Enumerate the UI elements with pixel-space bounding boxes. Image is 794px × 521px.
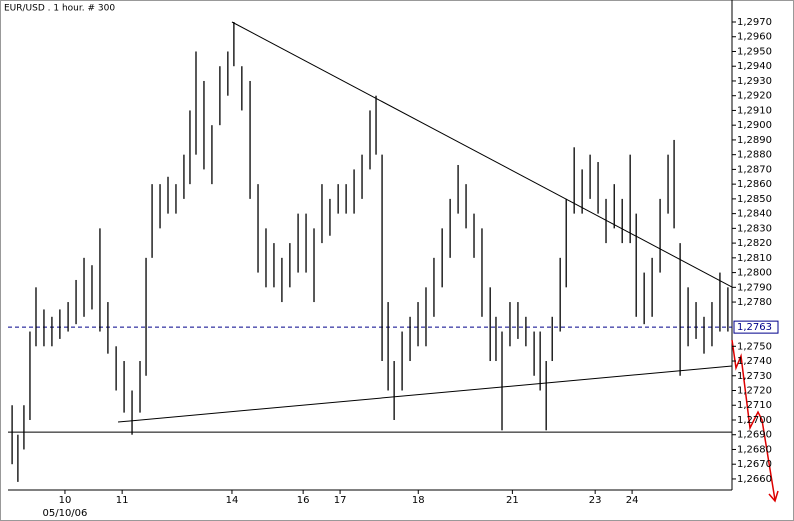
y-tick-label: 1,2840 [737,209,772,220]
trendline [231,21,733,288]
y-tick-label: 1,2830 [737,223,772,234]
x-tick-label: 10 [59,495,72,506]
y-tick-label: 1,2750 [737,341,772,352]
x-tick-label: 11 [116,495,129,506]
forecast-path [731,339,776,501]
y-tick-label: 1,2960 [737,32,772,43]
y-tick-label: 1,2800 [737,268,772,279]
trendline [118,365,733,423]
y-tick-label: 1,2920 [737,91,772,102]
x-tick-label: 17 [334,495,347,506]
y-tick-label: 1,2690 [737,430,772,441]
y-tick-label: 1,2810 [737,253,772,264]
y-tick-label: 1,2970 [737,17,772,28]
y-tick-label: 1,2720 [737,386,772,397]
y-tick-label: 1,2910 [737,105,772,116]
y-tick-label: 1,2780 [737,297,772,308]
y-tick-label: 1,2900 [737,120,772,131]
y-tick-label: 1,2890 [737,135,772,146]
y-tick-label: 1,2730 [737,371,772,382]
y-tick-label: 1,2950 [737,46,772,57]
y-tick-label: 1,2660 [737,474,772,485]
y-tick-label: 1,2820 [737,238,772,249]
x-tick-label: 18 [412,495,425,506]
x-tick-label: 24 [626,495,639,506]
y-tick-label: 1,2940 [737,61,772,72]
y-tick-label: 1,2670 [737,459,772,470]
x-tick-label: 16 [297,495,310,506]
x-tick-label: 23 [589,495,602,506]
y-tick-label: 1,2790 [737,282,772,293]
y-tick-label: 1,2740 [737,356,772,367]
y-tick-label: 1,2700 [737,415,772,426]
date-label: 05/10/06 [42,508,87,519]
arrow-head [768,490,779,503]
y-tick-label: 1,2930 [737,76,772,87]
x-tick-label: 21 [506,495,519,506]
x-tick-label: 14 [226,495,239,506]
y-tick-label: 1,2710 [737,400,772,411]
y-tick-label: 1,2680 [737,444,772,455]
chart-title: EUR/USD . 1 hour. # 300 [4,4,115,14]
forecast-arrow [731,339,779,503]
y-tick-label: 1,2880 [737,150,772,161]
y-tick-label: 1,2850 [737,194,772,205]
price-label-box [733,320,779,334]
y-tick-label: 1,2870 [737,164,772,175]
y-tick-label: 1,2860 [737,179,772,190]
price-label: 1,2763 [737,322,772,333]
